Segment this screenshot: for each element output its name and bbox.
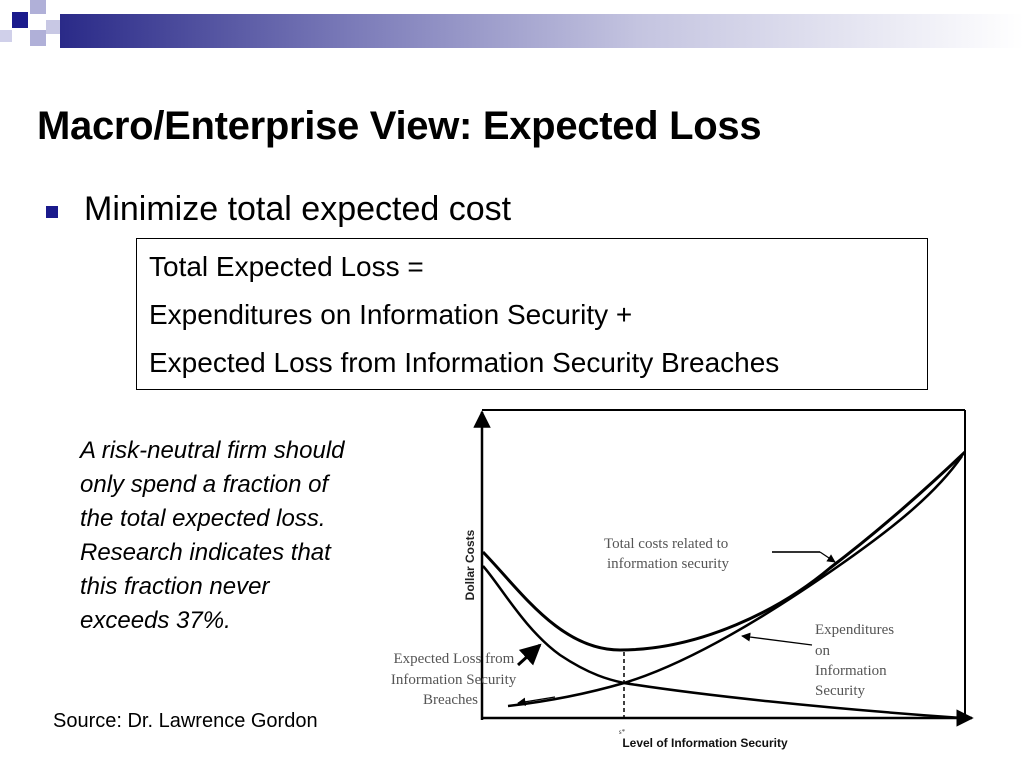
slide-title: Macro/Enterprise View: Expected Loss <box>37 104 762 148</box>
header-gradient-band <box>60 14 1024 48</box>
bullet-item: Minimize total expected cost <box>46 190 511 229</box>
formula-line-3: Expected Loss from Information Security … <box>149 347 780 378</box>
expected-loss-chart: Dollar Costs Level of Information Securi… <box>391 409 974 750</box>
formula-box: Total Expected Loss = Expenditures on In… <box>136 238 928 390</box>
expenditures-annotation: Expenditures on Information Security <box>815 622 898 699</box>
decorative-squares <box>0 0 60 46</box>
bullet-square-icon <box>46 205 58 218</box>
source-citation: Source: Dr. Lawrence Gordon <box>53 710 318 732</box>
expected-loss-annotation: Expected Loss from Information Security … <box>391 651 520 708</box>
expected-loss-curve <box>482 565 963 720</box>
total-costs-curve <box>481 450 967 652</box>
expenditures-pointer <box>741 632 813 646</box>
bullet-text: Minimize total expected cost <box>84 190 512 228</box>
expected-loss-lower-pointer <box>517 696 556 706</box>
formula-line-2: Expenditures on Information Security + <box>149 299 633 330</box>
s-star-label: s* <box>619 728 626 736</box>
total-costs-pointer-arrow <box>819 551 836 563</box>
x-axis-label: Level of Information Security <box>622 736 788 750</box>
formula-line-1: Total Expected Loss = <box>149 251 424 282</box>
risk-neutral-note: A risk-neutral firm should only spend a … <box>80 437 345 634</box>
expected-loss-pointer <box>516 643 542 667</box>
expenditures-curve <box>507 455 964 708</box>
y-axis-label: Dollar Costs <box>463 529 477 600</box>
total-costs-annotation: Total costs related to information secur… <box>604 536 732 572</box>
